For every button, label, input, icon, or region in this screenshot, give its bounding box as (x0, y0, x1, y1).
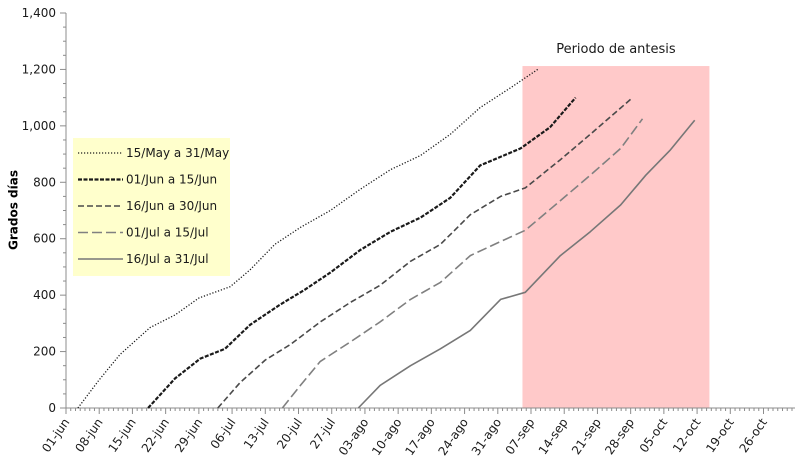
x-tick-label: 05-oct (637, 415, 671, 455)
y-tick-label: 0 (48, 401, 56, 415)
series-line-1 (77, 68, 539, 409)
legend-background (73, 138, 230, 276)
series-line-5 (357, 119, 696, 409)
x-tick-label: 10-ago (369, 416, 405, 458)
antesis-period-label: Periodo de antesis (556, 42, 676, 57)
y-tick-label: 200 (33, 345, 56, 359)
series-line-4 (281, 118, 644, 409)
x-tick-label: 13-jul (241, 416, 272, 452)
x-tick-label: 12-oct (670, 415, 704, 455)
x-tick-label: 14-sep (536, 416, 571, 458)
legend-label: 01/Jul a 15/Jul (126, 226, 209, 240)
legend: 15/May a 31/May 01/Jun a 15/Jun 16/Jun a 3… (73, 138, 230, 276)
x-tick-label: 06-jul (208, 416, 239, 452)
y-tick-label: 600 (33, 232, 56, 246)
y-tick-label: 1,400 (22, 6, 56, 20)
x-tick-label: 26-oct (736, 415, 770, 455)
x-tick-label: 21-sep (569, 416, 604, 458)
x-tick-label: 27-jul (307, 416, 338, 452)
x-tick-label: 17-ago (402, 416, 438, 458)
legend-label: 16/Jun a 30/Jun (126, 199, 217, 213)
series-line-2 (147, 96, 577, 409)
y-tick-label: 400 (33, 288, 56, 302)
y-tick-label: 800 (33, 175, 56, 189)
x-tick-label: 08-jun (72, 416, 105, 455)
series-lines (77, 68, 696, 409)
x-tick-label: 20-jul (274, 416, 305, 452)
x-tick-label: 03-ago (336, 416, 372, 458)
x-tick-label: 28-sep (602, 416, 637, 458)
legend-label: 01/Jun a 15/Jun (126, 173, 217, 187)
y-tick-label: 1,200 (22, 62, 56, 76)
y-tick-label: 1,000 (22, 119, 56, 133)
x-tick-label: 22-jun (139, 416, 172, 455)
x-tick-label: 07-sep (503, 416, 538, 458)
series-line-3 (217, 96, 634, 409)
legend-label: 16/Jul a 31/Jul (126, 252, 209, 266)
x-tick-label: 15-jun (106, 416, 139, 455)
x-tick-label: 24-ago (436, 416, 472, 458)
x-tick-label: 29-jun (172, 416, 205, 455)
legend-label: 15/May a 31/May (126, 146, 229, 160)
x-tick-label: 19-oct (703, 415, 737, 455)
y-axis-label: Grados días (7, 170, 21, 250)
x-tick-label: 01-jun (39, 416, 72, 455)
x-tick-label: 31-ago (469, 416, 505, 458)
antesis-period-band (522, 66, 710, 409)
